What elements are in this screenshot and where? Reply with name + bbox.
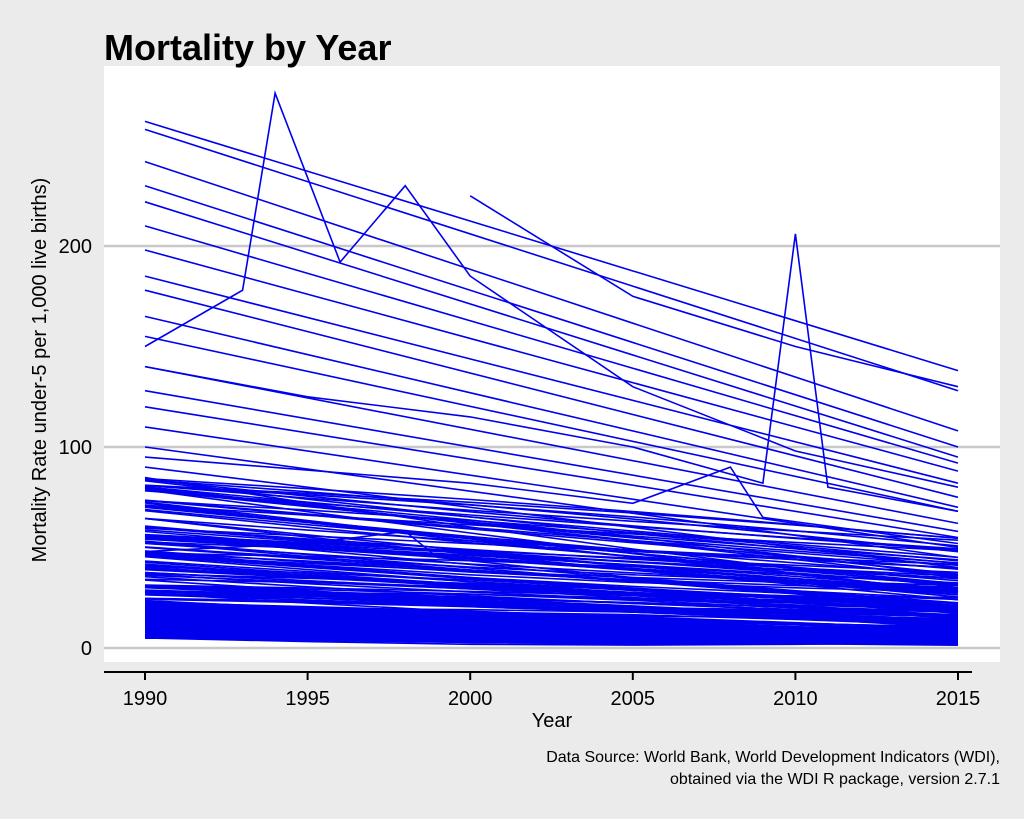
country-line xyxy=(144,489,959,594)
country-line xyxy=(144,533,959,586)
series-country-13 xyxy=(144,389,959,533)
y-axis-ticks: 0 100 200 xyxy=(59,236,92,660)
series-country-06 xyxy=(144,225,959,464)
country-line xyxy=(144,484,959,541)
series-country-22 xyxy=(144,566,959,613)
x-axis-ticks: 1990 1995 2000 2005 2010 2015 xyxy=(123,672,981,710)
series-country-17 xyxy=(144,466,959,569)
country-line xyxy=(144,540,959,608)
caption-line-1: Data Source: World Bank, World Developme… xyxy=(546,749,1000,766)
y-axis-label: Mortality Rate under-5 per 1,000 live bi… xyxy=(29,178,51,563)
series-country-04 xyxy=(144,184,959,448)
caption-line-2: obtained via the WDI R package, version … xyxy=(670,771,1000,788)
series-country-bump-1998 xyxy=(144,530,959,605)
series-country-24 xyxy=(144,603,959,629)
y-tick-label-100: 100 xyxy=(59,437,92,459)
country-line xyxy=(144,499,959,570)
y-tick-label-0: 0 xyxy=(81,638,92,660)
x-tick-label-2000: 2000 xyxy=(448,688,493,710)
series-country-18 xyxy=(144,486,959,579)
country-line xyxy=(144,584,959,618)
series-country-12 xyxy=(144,365,959,525)
series-country-10 xyxy=(144,315,959,509)
x-tick-label-1995: 1995 xyxy=(285,688,330,710)
series-country-21 xyxy=(144,546,959,605)
series-country-11 xyxy=(144,335,959,513)
series-country-19 xyxy=(144,506,959,585)
series-country-26 xyxy=(144,631,959,643)
x-tick-label-2015: 2015 xyxy=(936,688,981,710)
x-tick-label-2005: 2005 xyxy=(611,688,656,710)
country-line xyxy=(144,476,959,589)
country-line xyxy=(144,478,959,553)
series-country-14 xyxy=(144,406,959,539)
series-country-02 xyxy=(144,128,959,392)
country-line xyxy=(144,508,959,569)
series-country-spike-1994 xyxy=(144,90,959,488)
chart-title: Mortality by Year xyxy=(104,27,391,68)
series-country-03 xyxy=(144,160,959,432)
x-tick-label-2010: 2010 xyxy=(773,688,818,710)
series-country-05 xyxy=(144,201,959,458)
country-line xyxy=(144,572,959,605)
series-country-bump-2008 xyxy=(144,456,959,545)
country-line xyxy=(144,553,959,593)
country-line xyxy=(144,486,959,559)
series-country-15 xyxy=(144,426,959,549)
series-country-spike-2010 xyxy=(144,233,959,513)
series-country-25 xyxy=(144,617,959,637)
series-country-09 xyxy=(144,289,959,499)
series-country-23 xyxy=(144,586,959,621)
x-axis-label: Year xyxy=(532,710,573,732)
series-country-20 xyxy=(144,526,959,593)
series-country-16 xyxy=(144,446,959,559)
country-lines xyxy=(144,90,959,646)
series-country-late-start xyxy=(469,195,959,388)
country-line xyxy=(144,499,959,567)
y-tick-label-200: 200 xyxy=(59,236,92,258)
series-country-07 xyxy=(144,249,959,472)
x-tick-label-1990: 1990 xyxy=(123,688,168,710)
